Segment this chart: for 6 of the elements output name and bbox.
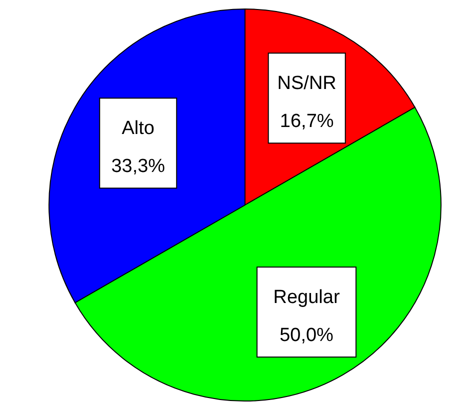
slice-label: Regular xyxy=(273,287,340,308)
data-label: 16,7% xyxy=(280,111,334,132)
data-label: 33,3% xyxy=(111,156,166,178)
data-label: 50,0% xyxy=(280,325,334,346)
slice-label: Alto xyxy=(122,118,155,140)
slice-label: NS/NR xyxy=(277,73,336,94)
